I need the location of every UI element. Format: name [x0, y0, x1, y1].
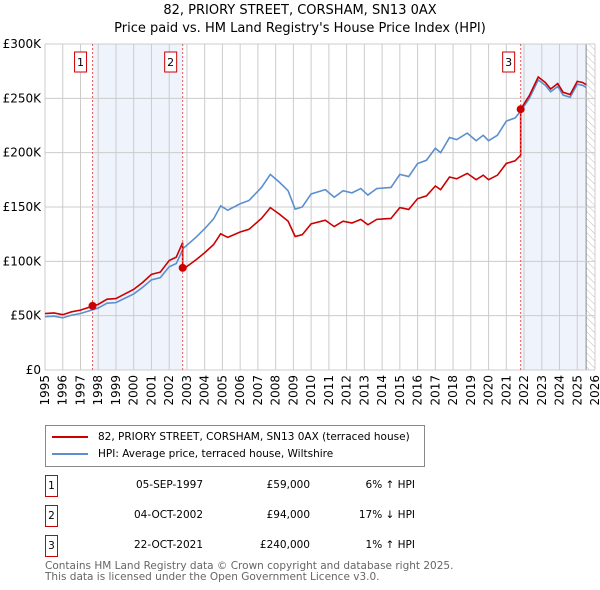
title-line: 82, PRIORY STREET, CORSHAM, SN13 0AX — [163, 3, 437, 18]
sale-label-number: 1 — [77, 56, 84, 69]
x-tick-label: 2016 — [411, 375, 425, 406]
legend-label: HPI: Average price, terraced house, Wilt… — [98, 448, 334, 460]
x-tick-label: 1996 — [56, 375, 70, 406]
y-tick-label: £250K — [3, 91, 43, 105]
sale-row: 3 22-OCT-2021 £240,000 1% ↑ HPI — [45, 535, 415, 557]
sale-hpi-diff: 6% ↑ HPI — [365, 479, 415, 491]
x-tick-label: 1995 — [38, 375, 52, 406]
footer-line: This data is licensed under the Open Gov… — [45, 571, 380, 583]
sale-number: 1 — [45, 475, 58, 497]
y-tick-label: £200K — [3, 146, 43, 160]
sale-label-box — [164, 51, 178, 73]
y-tick-label: £100K — [3, 254, 43, 268]
sale-point — [516, 105, 525, 114]
y-tick-label: £0 — [26, 363, 41, 377]
x-tick-label: 2012 — [340, 375, 354, 406]
x-tick-label: 2014 — [375, 375, 389, 406]
legend-swatch-property — [52, 436, 88, 438]
x-tick-label: 2001 — [144, 375, 158, 406]
legend-swatch-hpi — [52, 453, 88, 455]
x-tick-label: 2023 — [535, 375, 549, 406]
x-tick-label: 2008 — [269, 375, 283, 406]
x-tick-label: 2021 — [499, 375, 513, 406]
y-tick-label: £300K — [3, 37, 43, 51]
sale-hpi-diff: 1% ↑ HPI — [365, 539, 415, 551]
sale-hpi-diff: 17% ↓ HPI — [358, 509, 415, 521]
x-tick-label: 1998 — [91, 375, 105, 406]
sale-number: 3 — [45, 535, 58, 557]
property-price-line — [44, 75, 587, 316]
sale-number: 2 — [45, 505, 58, 527]
x-tick-label: 1997 — [73, 375, 87, 406]
sale-label-number: 2 — [167, 56, 174, 69]
x-tick-label: 2007 — [251, 375, 265, 406]
y-tick-label: £150K — [3, 200, 43, 214]
sale-price: £94,000 — [266, 509, 310, 521]
x-tick-label: 2013 — [357, 375, 371, 406]
x-tick-label: 2018 — [446, 375, 460, 406]
sale-price: £59,000 — [266, 479, 310, 491]
footer-line: Contains HM Land Registry data © Crown c… — [45, 560, 454, 572]
sale-label-box — [74, 51, 88, 73]
sale-point — [88, 301, 97, 310]
x-tick-label: 2002 — [162, 375, 176, 406]
subtitle-line: Price paid vs. HM Land Registry's House … — [114, 21, 486, 36]
sale-row: 1 05-SEP-1997 £59,000 6% ↑ HPI — [45, 475, 415, 497]
x-tick-label: 2011 — [322, 375, 336, 406]
sale-point — [178, 263, 187, 272]
x-tick-label: 2025 — [570, 375, 584, 406]
y-tick-label: £50K — [10, 309, 42, 323]
chart-title: 82, PRIORY STREET, CORSHAM, SN13 0AX Pri… — [0, 2, 600, 38]
x-tick-label: 2026 — [588, 375, 600, 406]
x-tick-label: 2020 — [482, 375, 496, 406]
sale-date: 22-OCT-2021 — [134, 539, 203, 551]
legend: 82, PRIORY STREET, CORSHAM, SN13 0AX (te… — [45, 425, 425, 467]
x-tick-label: 2024 — [553, 375, 567, 406]
sale-label-number: 3 — [505, 56, 512, 69]
x-tick-label: 1999 — [109, 375, 123, 406]
x-tick-label: 2009 — [286, 375, 300, 406]
legend-item-property: 82, PRIORY STREET, CORSHAM, SN13 0AX (te… — [52, 429, 410, 445]
x-tick-label: 2005 — [215, 375, 229, 406]
hpi-line — [44, 78, 587, 319]
x-tick-label: 2000 — [127, 375, 141, 406]
legend-label: 82, PRIORY STREET, CORSHAM, SN13 0AX (te… — [98, 431, 410, 443]
sale-price: £240,000 — [259, 539, 310, 551]
x-tick-label: 2022 — [517, 375, 531, 406]
sale-label-box — [502, 51, 516, 73]
x-tick-label: 2010 — [304, 375, 318, 406]
x-tick-label: 2004 — [198, 375, 212, 406]
sale-row: 2 04-OCT-2002 £94,000 17% ↓ HPI — [45, 505, 415, 527]
legend-item-hpi: HPI: Average price, terraced house, Wilt… — [52, 446, 333, 462]
x-tick-label: 2003 — [180, 375, 194, 406]
sale-date: 05-SEP-1997 — [135, 479, 203, 491]
x-tick-label: 2017 — [428, 375, 442, 406]
attribution-footer: Contains HM Land Registry data © Crown c… — [45, 561, 453, 583]
x-tick-label: 2015 — [393, 375, 407, 406]
x-tick-label: 2019 — [464, 375, 478, 406]
sale-date: 04-OCT-2002 — [134, 509, 203, 521]
x-tick-label: 2006 — [233, 375, 247, 406]
